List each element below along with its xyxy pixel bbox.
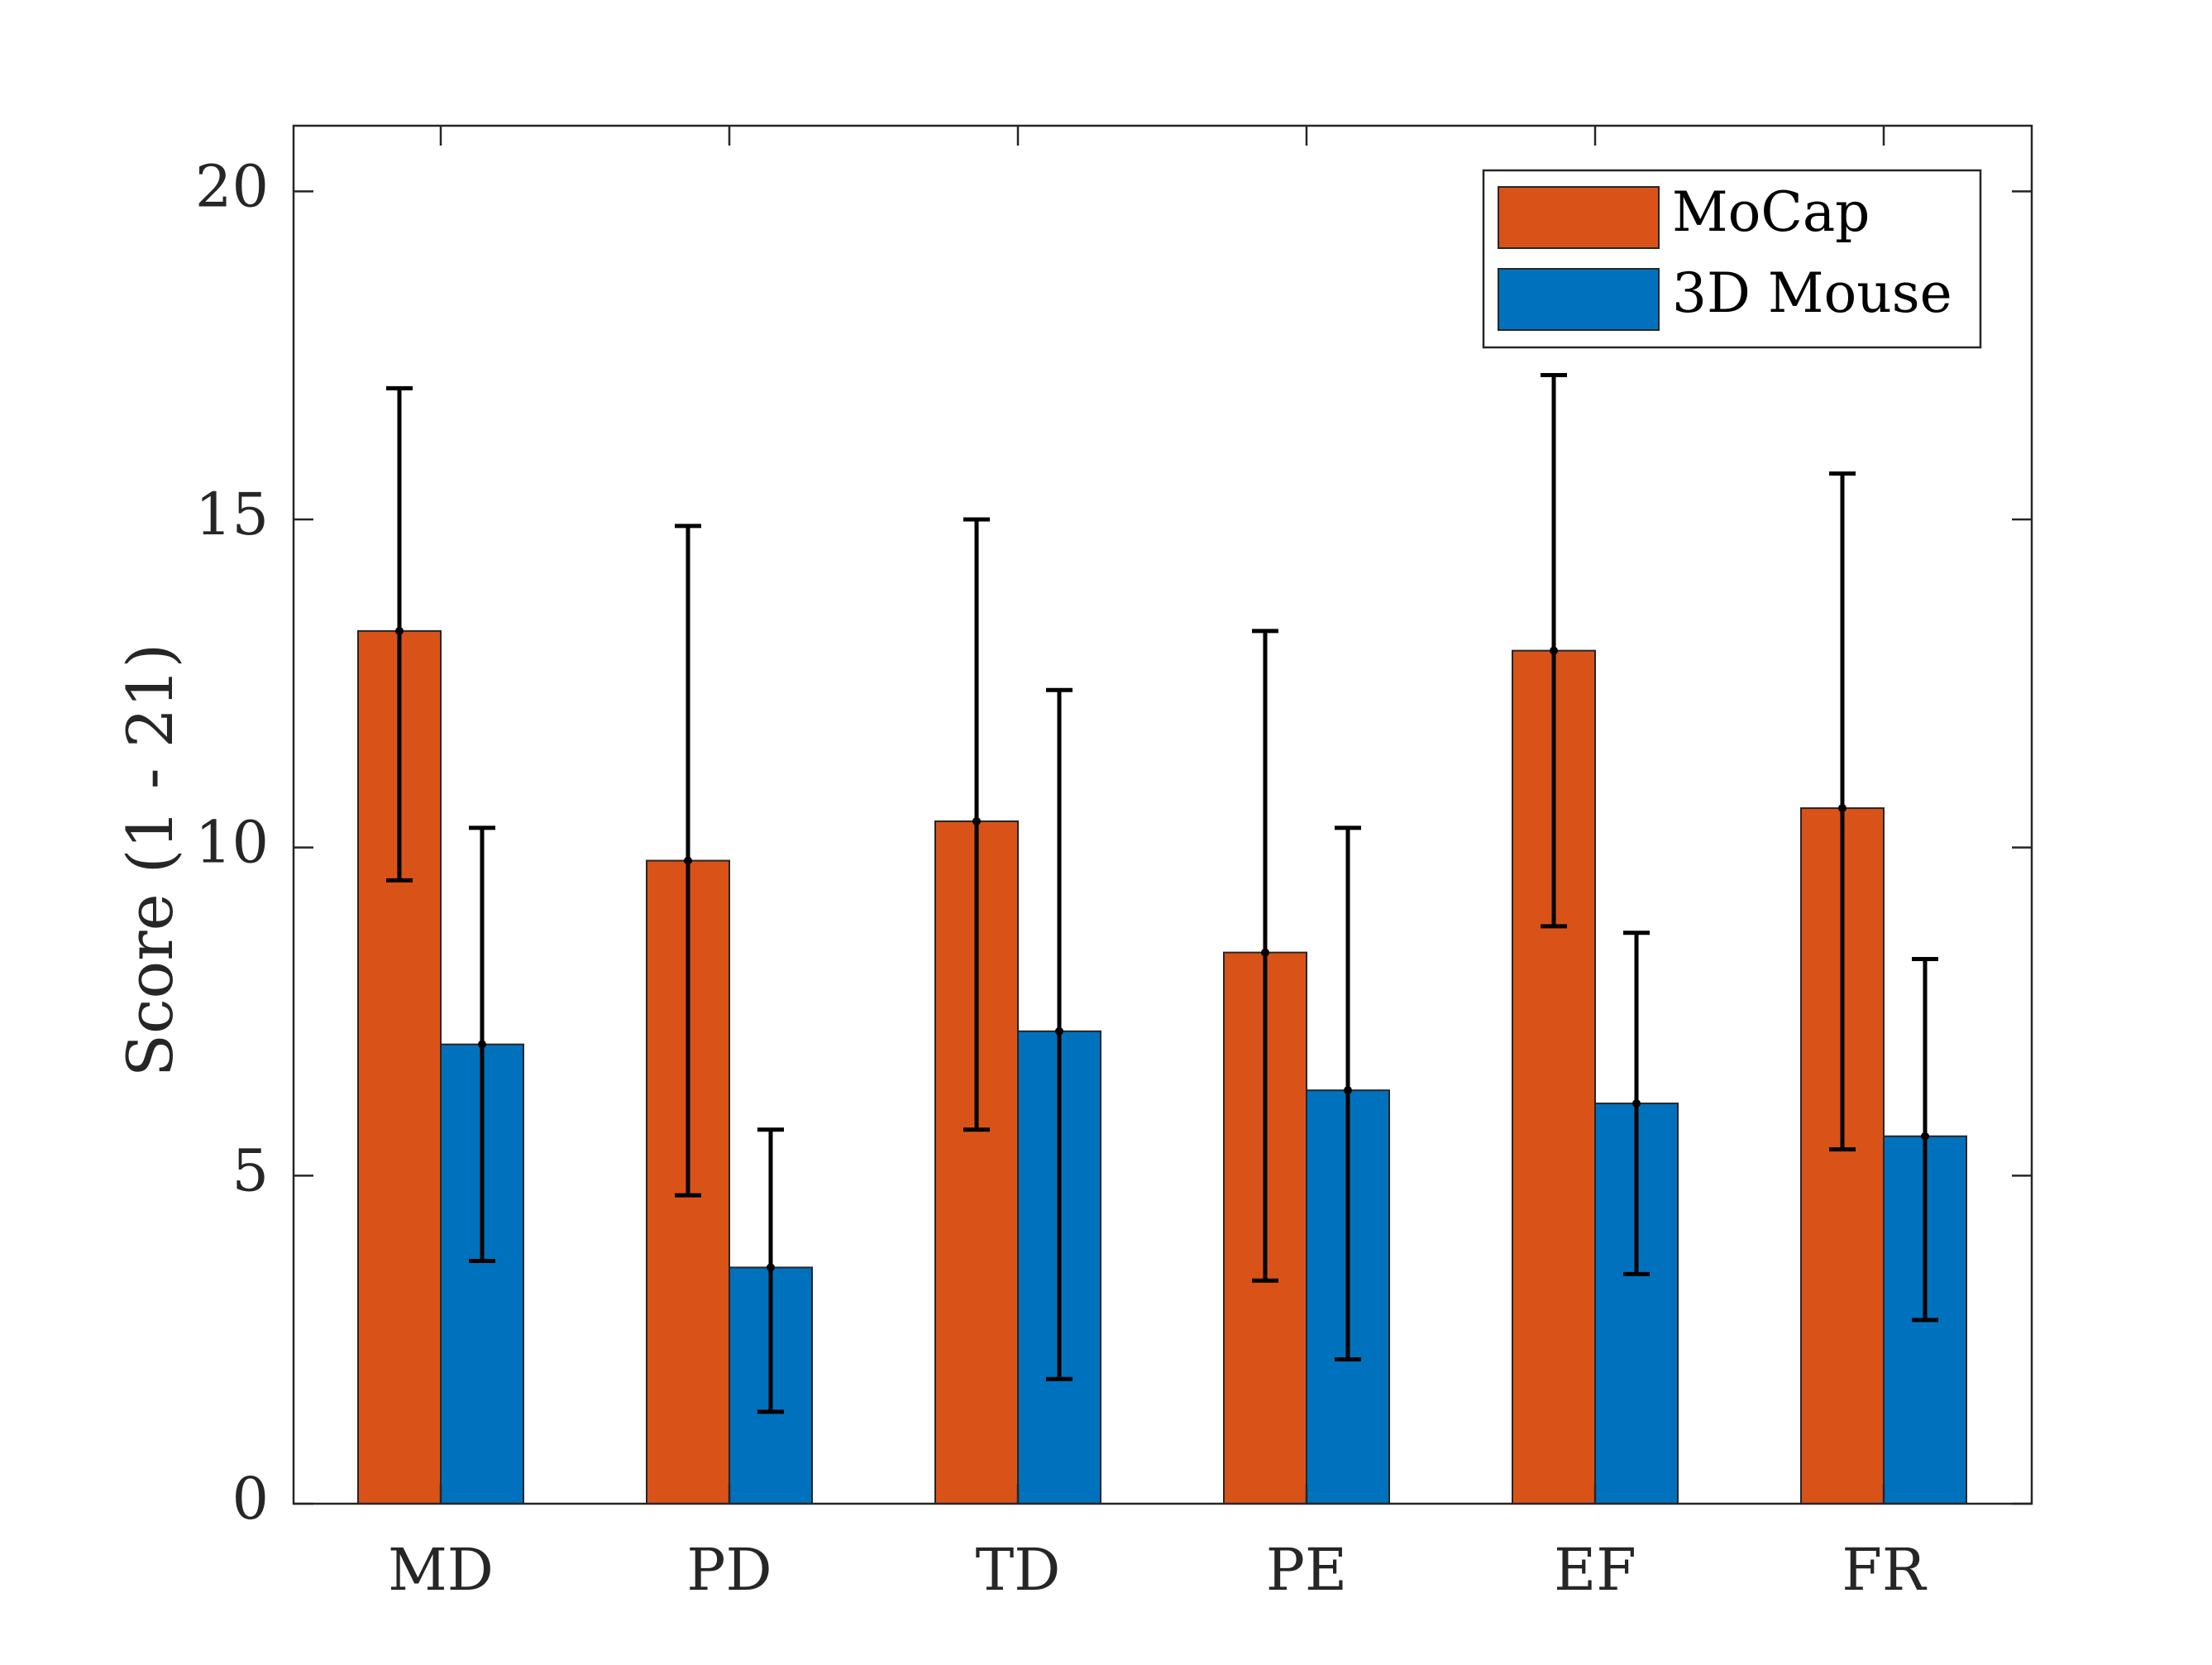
x-tick-label-ef: EF: [1554, 1536, 1636, 1604]
y-tick-label-10: 10: [195, 809, 269, 877]
mean-marker: [1838, 804, 1847, 813]
mean-marker: [478, 1040, 486, 1049]
y-tick-label-5: 5: [232, 1136, 269, 1204]
plot-area-border: [292, 124, 2033, 1505]
tick-labels: 0 5 10 15 20 MD PD TD PE EF FR: [195, 152, 1928, 1604]
error-bar-mocap-md: [386, 385, 413, 883]
error-bar-3d-mouse-fr: [1912, 957, 1938, 1323]
mean-marker: [1344, 1086, 1352, 1095]
y-axis-label: Score (1 - 21): [113, 644, 187, 1077]
error-bar-mocap-ef: [1541, 372, 1567, 929]
error-bar-3d-mouse-md: [469, 825, 495, 1263]
mean-marker: [1261, 948, 1269, 957]
x-tick-label-pe: PE: [1266, 1536, 1347, 1604]
error-bars-layer: [386, 372, 1938, 1414]
error-bar-mocap-pd: [675, 524, 701, 1198]
mean-marker: [1055, 1026, 1063, 1036]
x-tick-label-fr: FR: [1842, 1536, 1928, 1604]
legend: MoCap 3D Mouse: [1482, 169, 1982, 349]
mean-marker: [1632, 1099, 1641, 1108]
legend-swatch-3d-mouse: [1498, 268, 1660, 331]
y-tick-label-20: 20: [195, 152, 269, 220]
mean-marker: [972, 816, 981, 825]
y-tick-label-0: 0: [232, 1465, 269, 1533]
y-tick-label-15: 15: [195, 481, 269, 548]
mean-marker: [1550, 646, 1558, 655]
bars-layer: [357, 629, 1967, 1505]
error-bar-3d-mouse-ef: [1623, 931, 1650, 1276]
mean-marker: [684, 856, 692, 865]
legend-swatch-mocap: [1498, 186, 1660, 249]
error-bar-mocap-pe: [1252, 629, 1278, 1283]
mean-marker: [1921, 1132, 1929, 1141]
x-tick-label-pd: PD: [686, 1536, 772, 1604]
axes: [292, 124, 2033, 1505]
legend-label-3d-mouse: 3D Mouse: [1672, 261, 1952, 325]
error-bar-mocap-td: [963, 517, 990, 1132]
legend-label-mocap: MoCap: [1672, 180, 1870, 244]
error-bar-3d-mouse-pe: [1335, 825, 1361, 1361]
mean-marker: [395, 626, 404, 635]
mean-marker: [767, 1263, 775, 1272]
error-bar-3d-mouse-pd: [757, 1127, 784, 1414]
x-tick-label-md: MD: [388, 1536, 494, 1604]
error-bar-3d-mouse-td: [1046, 687, 1073, 1381]
error-bar-mocap-fr: [1829, 471, 1856, 1152]
x-tick-label-td: TD: [976, 1536, 1061, 1604]
